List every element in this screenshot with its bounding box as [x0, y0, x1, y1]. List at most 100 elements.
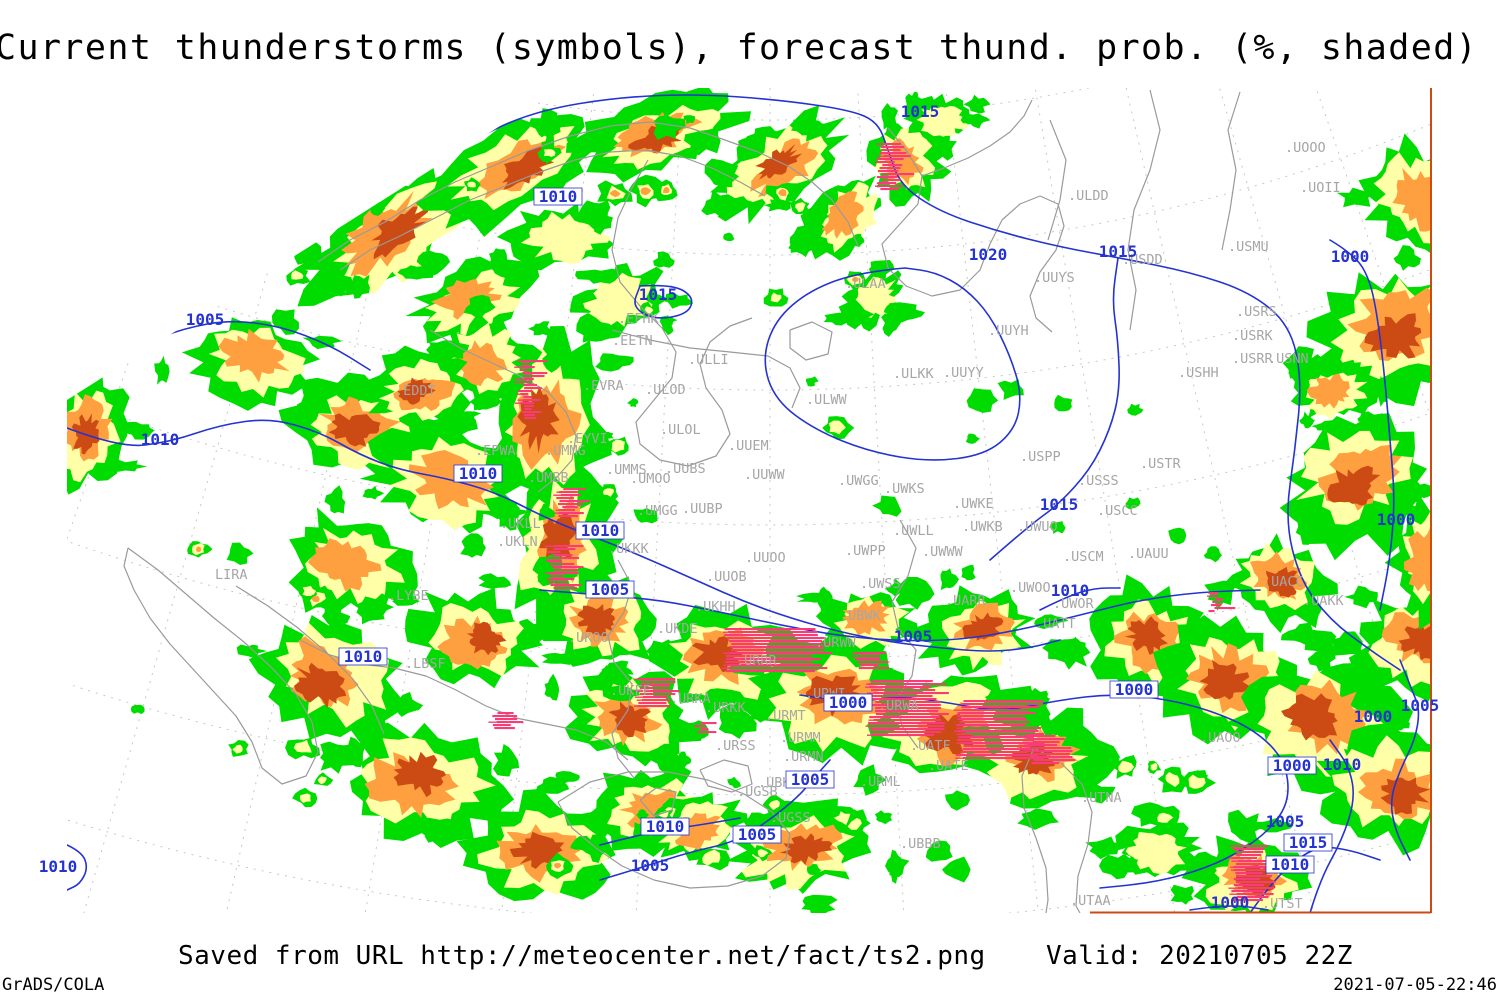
isobar-label: 1000 — [1273, 756, 1312, 775]
station-label: .UWGG — [838, 473, 879, 489]
isobar-label: 1010 — [344, 647, 383, 666]
station-label: .UAKK — [1303, 593, 1345, 609]
station-label: .UKFF — [610, 683, 651, 699]
isobar-label: 1015 — [639, 285, 678, 304]
isobar-label: 1010 — [1323, 755, 1362, 774]
station-label: .EFHK — [618, 311, 660, 327]
isobar-label: 1010 — [1051, 581, 1090, 600]
station-label: .URRR — [736, 653, 778, 669]
station-label: .EPWA — [475, 443, 516, 459]
isobar-labels-layer: 1015 1010 1020 1015 1015 1005 1010 1010 1010 1010… — [39, 102, 1440, 912]
isobar-label: 1015 — [901, 102, 940, 121]
station-labels-layer: .UOOO .UOII .ULDD .USMU .USDD .UUYS .ULAA .UUYH… — [215, 140, 1345, 912]
isobar-label: 1005 — [631, 856, 670, 875]
station-label: .UWKB — [962, 519, 1003, 535]
station-label: .UUYS — [1034, 270, 1075, 286]
station-label: .UUYY — [943, 365, 984, 381]
station-label: .UMOO — [630, 471, 671, 487]
station-label: .ULKK — [893, 366, 935, 382]
station-label: .EDDT — [395, 383, 436, 399]
isobar-label: 1010 — [141, 430, 180, 449]
station-label: .URWW — [815, 635, 857, 651]
station-label: .UMMS — [606, 462, 647, 478]
station-label: .UKLN — [497, 534, 538, 550]
isobar-label: 1010 — [39, 857, 78, 876]
station-label: .URSS — [715, 738, 756, 754]
station-label: .UWKS — [884, 481, 925, 497]
valid-time-text: Valid: 20210705 22Z — [1046, 941, 1353, 971]
grads-cola-credit: GrADS/COLA — [2, 975, 105, 995]
station-label: .UUEM — [728, 438, 769, 454]
station-label: .ULOL — [660, 422, 701, 438]
station-label: .UBWK — [840, 608, 882, 624]
station-label: .UUBP — [682, 501, 723, 517]
isobar-label: 1010 — [581, 521, 620, 540]
station-label: .UWKE — [953, 496, 994, 512]
station-label: .UKKK — [608, 541, 650, 557]
station-label: .UWOR — [1053, 596, 1095, 612]
isobar-label: 1000 — [829, 693, 868, 712]
station-label: .UUOB — [706, 569, 747, 585]
map-title: Current thunderstorms (symbols), forecas… — [0, 28, 1479, 68]
isobar-label: 1000 — [1331, 247, 1370, 266]
station-label: .URKA — [670, 691, 711, 707]
station-label: .UAOO — [1200, 730, 1241, 746]
station-label: .UMMG — [545, 443, 586, 459]
station-label: .UUWW — [744, 467, 786, 483]
station-label: .USNN — [1268, 351, 1309, 367]
station-label: .UAUU — [1128, 546, 1169, 562]
station-label: .ULLI — [688, 352, 729, 368]
isobar-label: 1010 — [646, 817, 685, 836]
station-label: .USRS — [1236, 304, 1277, 320]
station-label: .ULDD — [1068, 188, 1109, 204]
station-label: .UTNA — [1081, 790, 1122, 806]
station-label: .ULWW — [806, 392, 848, 408]
station-label: .UWUO — [1017, 519, 1058, 535]
station-label: .USDD — [1122, 252, 1163, 268]
station-label: .UARR — [945, 593, 987, 609]
isobar-label: 1000 — [1211, 893, 1250, 912]
isobar-label: 1005 — [738, 825, 777, 844]
saved-from-url-text: Saved from URL http://meteocenter.net/fa… — [178, 941, 986, 971]
station-label: .UATF — [910, 738, 951, 754]
station-label: .USCC — [1097, 503, 1138, 519]
generation-timestamp: 2021-07-05-22:46 — [1333, 975, 1497, 995]
station-label: .EYVI — [567, 431, 608, 447]
isobar-label: 1005 — [1266, 812, 1305, 831]
station-label: .UMGG — [637, 503, 678, 519]
isobar-label: 1005 — [791, 770, 830, 789]
station-label: .UWWW — [922, 544, 964, 560]
isobar-label: 1010 — [459, 464, 498, 483]
station-label: .ULAA — [845, 276, 886, 292]
map-border — [1090, 88, 1432, 914]
station-label: .UTST — [1262, 896, 1303, 912]
isobar-label: 1010 — [1271, 855, 1310, 874]
thunder-probability-shading-layer — [67, 88, 1431, 913]
station-label: .USRR — [1232, 351, 1274, 367]
isobar-label: 1005 — [1401, 696, 1440, 715]
station-label: .URKK — [705, 700, 747, 716]
isobar-label: 1005 — [591, 580, 630, 599]
station-label: .UUOO — [745, 550, 786, 566]
station-label: .USSS — [1078, 473, 1119, 489]
station-label: .EVRA — [583, 378, 624, 394]
station-label: .URMN — [783, 749, 824, 765]
station-label: .UOII — [1300, 180, 1341, 196]
station-label: .URML — [860, 774, 901, 790]
station-label: .UGSS — [770, 810, 811, 826]
station-label: .URWA — [878, 698, 919, 714]
station-label: .USCM — [1063, 549, 1104, 565]
station-label: .USTR — [1140, 456, 1182, 472]
station-label: .UATE — [928, 758, 969, 774]
station-label: .UATT — [1035, 616, 1076, 632]
isobar-label: 1020 — [969, 245, 1008, 264]
isobar-label: 1015 — [1289, 833, 1328, 852]
station-label: .UWSS — [860, 576, 901, 592]
station-label: .UGSB — [737, 784, 778, 800]
isobar-label: 1000 — [1354, 707, 1393, 726]
station-label: .UWPP — [845, 543, 886, 559]
isobar-label: 1015 — [1040, 495, 1079, 514]
station-label: .UUBS — [665, 461, 706, 477]
station-label: .USPP — [1020, 449, 1061, 465]
